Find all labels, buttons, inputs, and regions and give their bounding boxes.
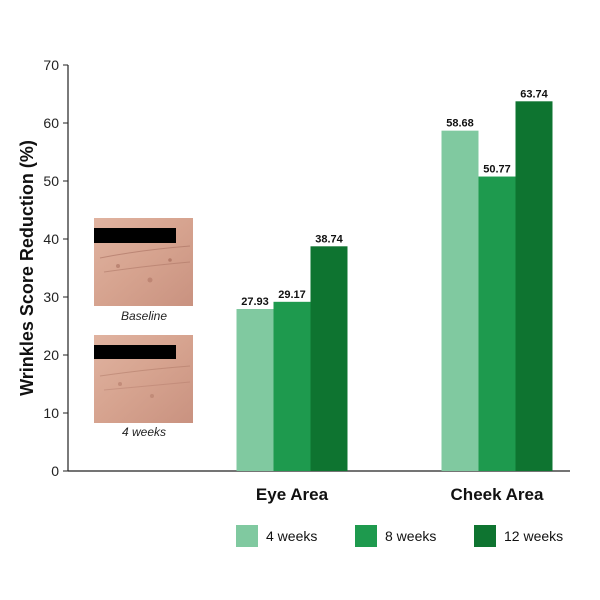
category-label: Eye Area [256, 485, 329, 504]
eye-censor-bar [94, 228, 176, 243]
photo-4-weeks [94, 335, 193, 423]
bar [478, 176, 516, 471]
legend-swatch [355, 525, 377, 547]
y-tick-label: 40 [43, 231, 59, 247]
bar [236, 309, 274, 471]
legend-swatch [236, 525, 258, 547]
y-tick-label: 70 [43, 57, 59, 73]
y-tick-label: 30 [43, 289, 59, 305]
bar-value-label: 63.74 [520, 88, 548, 100]
y-tick-label: 50 [43, 173, 59, 189]
bar-value-label: 27.93 [241, 296, 269, 308]
bar-value-label: 29.17 [278, 289, 306, 301]
legend-swatch [474, 525, 496, 547]
legend-label: 8 weeks [385, 528, 436, 544]
y-axis-title: Wrinkles Score Reduction (%) [17, 140, 37, 396]
photo-caption-baseline: Baseline [121, 309, 167, 323]
legend-label: 4 weeks [266, 528, 317, 544]
eye-censor-bar [94, 345, 176, 359]
y-tick-label: 20 [43, 347, 59, 363]
bar [310, 246, 348, 471]
legend: 4 weeks 8 weeks 12 weeks [236, 525, 563, 547]
y-tick-label: 10 [43, 405, 59, 421]
y-tick-label: 60 [43, 115, 59, 131]
photo-baseline [94, 218, 193, 306]
bar [515, 101, 553, 472]
bars [236, 101, 553, 472]
bar-value-label: 50.77 [483, 164, 511, 176]
legend-label: 12 weeks [504, 528, 563, 544]
y-tick-label: 0 [51, 463, 59, 479]
bar-value-labels: 27.93 29.17 38.74 58.68 50.77 63.74 [241, 88, 548, 308]
photo-caption-4-weeks: 4 weeks [122, 425, 166, 439]
category-labels: Eye Area Cheek Area [256, 485, 544, 504]
y-axis-ticks: 0 10 20 30 40 50 60 70 [43, 57, 68, 479]
bar-value-label: 58.68 [446, 118, 474, 130]
bar-value-label: 38.74 [315, 233, 343, 245]
bar [273, 301, 311, 471]
category-label: Cheek Area [451, 485, 544, 504]
bar [441, 130, 479, 471]
